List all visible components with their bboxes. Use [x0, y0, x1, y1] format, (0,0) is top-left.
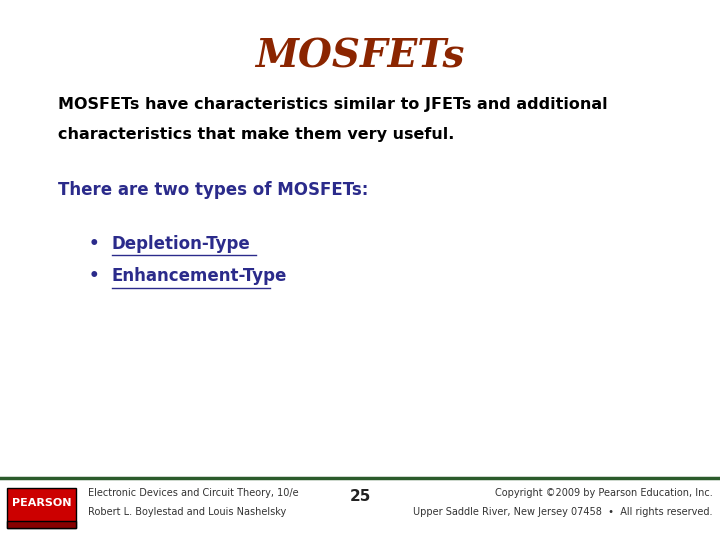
Text: 25: 25 [349, 489, 371, 504]
Text: Robert L. Boylestad and Louis Nashelsky: Robert L. Boylestad and Louis Nashelsky [88, 507, 286, 517]
Text: MOSFETs have characteristics similar to JFETs and additional: MOSFETs have characteristics similar to … [58, 97, 607, 112]
Text: •: • [89, 235, 99, 253]
Text: MOSFETs: MOSFETs [256, 38, 464, 76]
Text: Upper Saddle River, New Jersey 07458  •  All rights reserved.: Upper Saddle River, New Jersey 07458 • A… [413, 507, 713, 517]
Text: Depletion-Type: Depletion-Type [112, 235, 251, 253]
Text: characteristics that make them very useful.: characteristics that make them very usef… [58, 127, 454, 142]
FancyBboxPatch shape [7, 488, 76, 528]
Text: Enhancement-Type: Enhancement-Type [112, 267, 287, 285]
Text: Copyright ©2009 by Pearson Education, Inc.: Copyright ©2009 by Pearson Education, In… [495, 488, 713, 498]
Text: There are two types of MOSFETs:: There are two types of MOSFETs: [58, 181, 368, 199]
Text: •: • [89, 267, 99, 285]
Text: PEARSON: PEARSON [12, 498, 71, 508]
Text: Electronic Devices and Circuit Theory, 10/e: Electronic Devices and Circuit Theory, 1… [88, 488, 299, 498]
FancyBboxPatch shape [7, 521, 76, 528]
